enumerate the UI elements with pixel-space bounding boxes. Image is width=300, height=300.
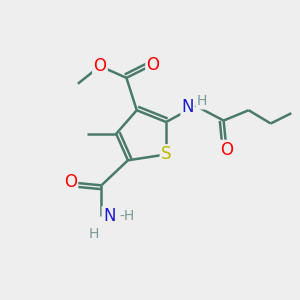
Text: N: N <box>103 207 116 225</box>
Text: H: H <box>89 227 99 241</box>
Text: O: O <box>93 57 106 75</box>
Text: O: O <box>64 173 77 191</box>
Text: O: O <box>146 56 159 74</box>
Text: H: H <box>197 94 208 108</box>
Text: -H: -H <box>119 209 134 223</box>
Text: O: O <box>220 141 233 159</box>
Text: N: N <box>182 98 194 116</box>
Text: S: S <box>161 146 171 164</box>
